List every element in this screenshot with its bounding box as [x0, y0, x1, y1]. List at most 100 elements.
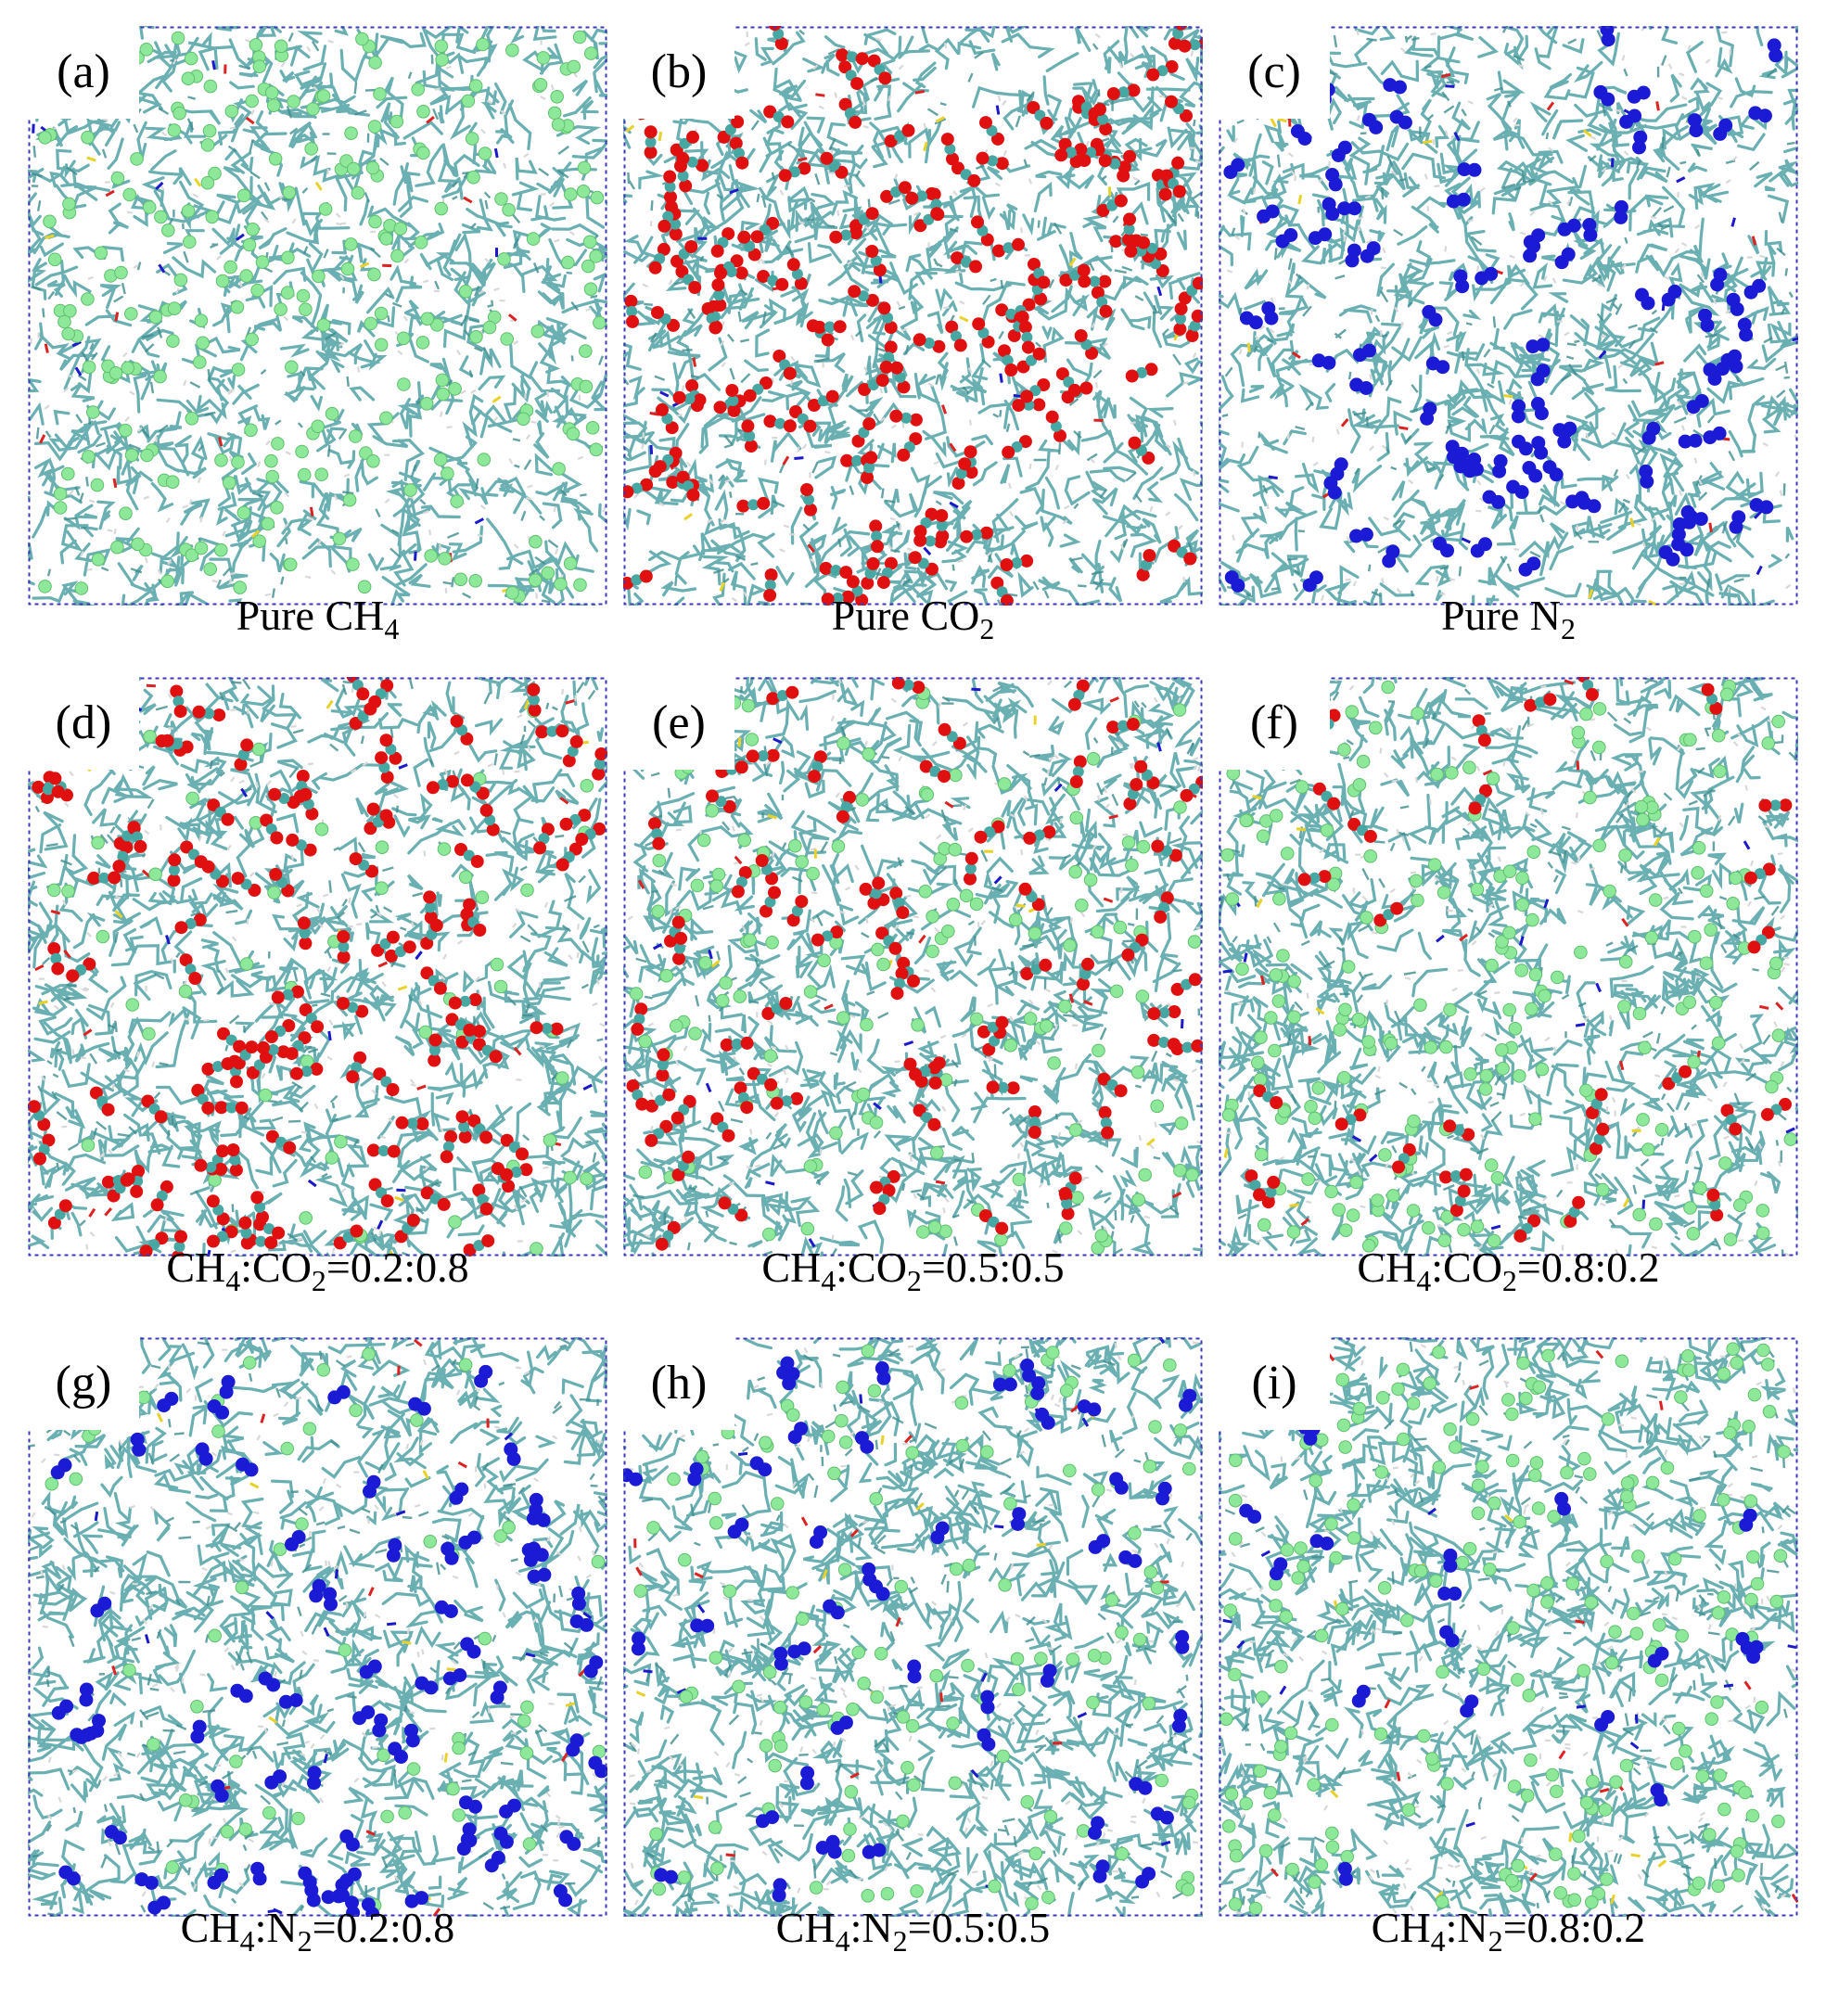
- ch4-molecule: [1585, 1895, 1599, 1909]
- co2-molecule: [653, 446, 683, 474]
- n2-molecule: [1710, 267, 1728, 292]
- ch4-molecule: [375, 881, 389, 895]
- ch4-molecule: [1687, 1054, 1701, 1069]
- n2-molecule: [1639, 464, 1654, 489]
- ch4-molecule: [1516, 1356, 1530, 1371]
- ch4-molecule: [1437, 886, 1451, 900]
- ch4-molecule: [1083, 873, 1098, 887]
- n2-molecule: [211, 1779, 229, 1803]
- co2-molecule: [299, 787, 319, 821]
- co2-molecule: [1077, 957, 1094, 991]
- ch4-molecule: [185, 412, 199, 426]
- ch4-molecule: [1150, 1099, 1165, 1114]
- n2-molecule: [529, 1492, 543, 1517]
- co2-molecule: [807, 389, 839, 412]
- adsorbed-gas: [623, 26, 1203, 606]
- n2-molecule: [236, 1457, 259, 1477]
- ch4-molecule: [1729, 871, 1743, 886]
- n2-molecule: [1470, 537, 1492, 558]
- n2-molecule: [372, 1713, 389, 1738]
- panel-label: (h): [623, 1337, 734, 1430]
- co2-molecule: [179, 953, 202, 985]
- ch4-molecule: [1058, 1221, 1073, 1235]
- ch4-molecule: [785, 1586, 799, 1600]
- ch4-molecule: [142, 200, 157, 214]
- ch4-molecule: [208, 1628, 222, 1643]
- ch4-molecule: [1525, 1002, 1539, 1016]
- ch4-molecule: [638, 1165, 653, 1180]
- kerogen-matrix: [623, 26, 1203, 606]
- ch4-molecule: [836, 736, 850, 750]
- ch4-molecule: [1571, 725, 1586, 740]
- co2-molecule: [207, 1225, 238, 1248]
- ch4-molecule: [423, 1535, 438, 1549]
- n2-molecule: [404, 1723, 420, 1748]
- ch4-molecule: [1352, 778, 1367, 792]
- ch4-molecule: [1553, 1886, 1568, 1900]
- ch4-molecule: [81, 1138, 96, 1153]
- n2-molecule: [278, 1693, 303, 1709]
- ch4-molecule: [1308, 1875, 1322, 1889]
- ch4-molecule: [318, 202, 333, 216]
- n2-molecule: [230, 1683, 253, 1703]
- ch4-molecule: [1502, 864, 1517, 878]
- ch4-molecule: [969, 897, 984, 912]
- n2-molecule: [1688, 113, 1704, 138]
- ch4-molecule: [1711, 728, 1726, 743]
- ch4-molecule: [316, 318, 331, 332]
- ch4-molecule: [869, 1492, 884, 1506]
- n2-molecule: [460, 1822, 477, 1846]
- ch4-molecule: [1501, 1393, 1515, 1407]
- ch4-molecule: [652, 853, 667, 868]
- ch4-molecule: [593, 315, 607, 330]
- ch4-molecule: [435, 373, 450, 388]
- co2-molecule: [1122, 212, 1136, 247]
- ch4-molecule: [1654, 1673, 1669, 1688]
- ch4-molecule: [250, 283, 264, 298]
- ch4-molecule: [861, 1344, 875, 1359]
- co2-molecule: [207, 798, 235, 826]
- co2-molecule: [1701, 683, 1723, 715]
- simulation-box: [28, 677, 607, 1257]
- n2-molecule: [1439, 1625, 1460, 1648]
- ch4-molecule: [299, 1211, 313, 1225]
- co2-molecule: [420, 1186, 451, 1211]
- ch4-molecule: [1320, 823, 1334, 837]
- ch4-molecule: [1618, 954, 1633, 969]
- ch4-molecule: [955, 1438, 970, 1453]
- ch4-molecule: [43, 214, 57, 229]
- ch4-molecule: [1423, 1376, 1437, 1391]
- ch4-molecule: [438, 552, 452, 566]
- ch4-molecule: [1783, 1132, 1798, 1146]
- co2-molecule: [951, 251, 982, 274]
- ch4-molecule: [1595, 1182, 1610, 1197]
- n2-molecule: [195, 1442, 213, 1466]
- n2-molecule: [250, 1861, 267, 1886]
- ch4-molecule: [1228, 1667, 1242, 1682]
- simulation-snapshot: [623, 26, 1203, 606]
- caption-text: :N: [849, 1904, 893, 1951]
- co2-molecule: [889, 409, 923, 427]
- n2-molecule: [553, 1883, 573, 1908]
- ch4-molecule: [264, 85, 279, 100]
- simulation-box: [28, 26, 607, 606]
- ch4-molecule: [1711, 1606, 1726, 1620]
- ch4-molecule: [1142, 1696, 1156, 1711]
- ch4-molecule: [555, 1071, 569, 1085]
- ch4-molecule: [1287, 975, 1301, 989]
- co2-molecule: [1165, 95, 1193, 122]
- ch4-molecule: [1750, 1576, 1765, 1591]
- n2-molecule: [1554, 1491, 1571, 1516]
- ch4-molecule: [1761, 1358, 1775, 1372]
- co2-molecule: [992, 237, 1025, 258]
- co2-molecule: [829, 226, 862, 244]
- ch4-molecule: [711, 867, 726, 882]
- co2-molecule: [867, 876, 886, 910]
- ch4-molecule: [962, 1558, 977, 1573]
- ch4-molecule: [1631, 1550, 1645, 1563]
- ch4-molecule: [1047, 1056, 1061, 1070]
- co2-molecule: [423, 890, 438, 925]
- ch4-molecule: [918, 885, 933, 899]
- n2-molecule: [130, 1432, 147, 1457]
- n2-molecule: [1467, 453, 1484, 477]
